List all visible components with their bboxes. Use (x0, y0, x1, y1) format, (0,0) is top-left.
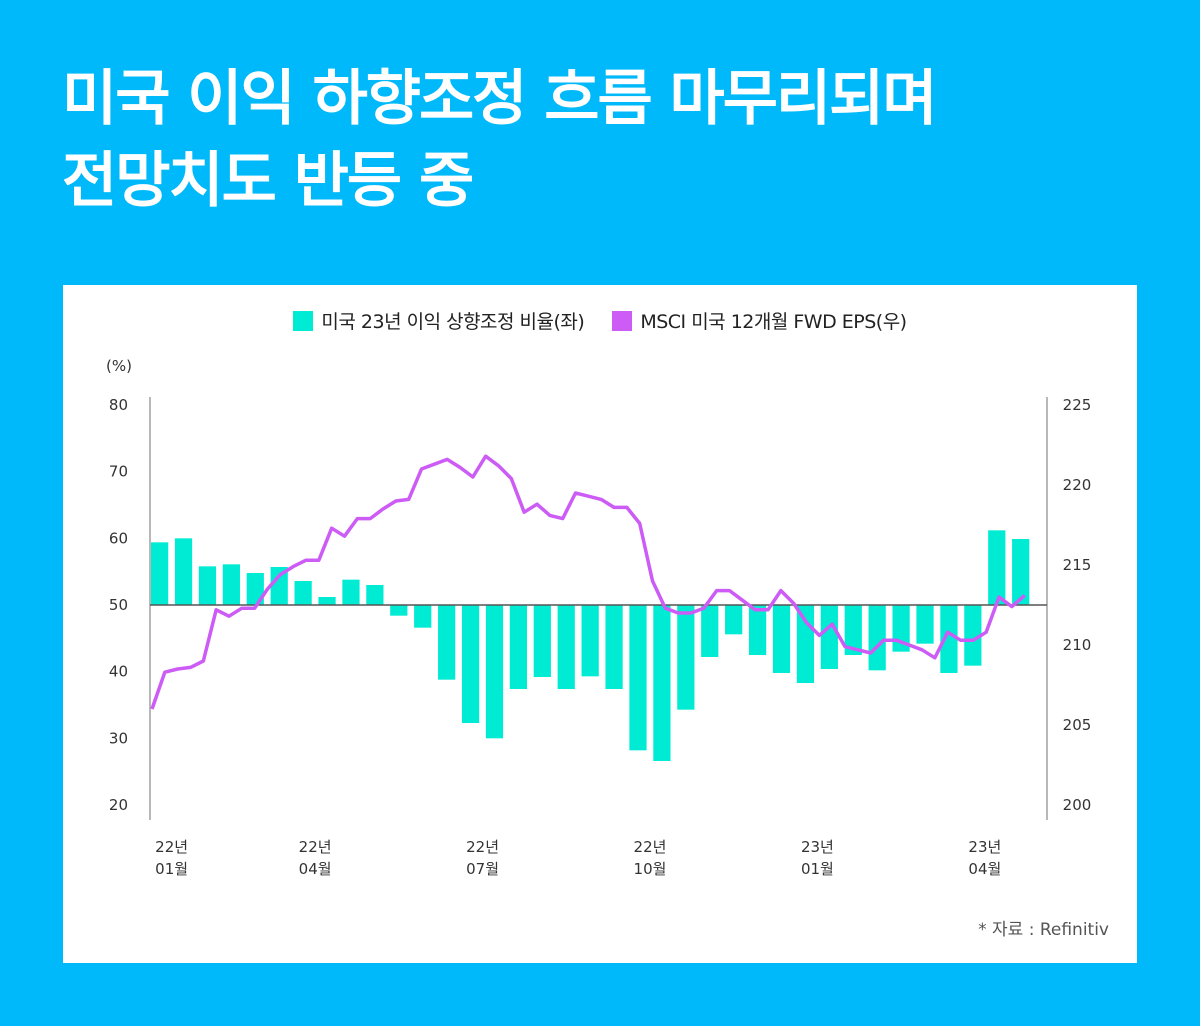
eps-line (150, 454, 1026, 710)
bar (677, 605, 695, 710)
right-axis-tick-label: 205 (1063, 716, 1092, 734)
bar (725, 605, 743, 635)
chart-card: 미국 23년 이익 상향조정 비율(좌) MSCI 미국 12개월 FWD EP… (63, 285, 1137, 963)
x-axis-tick-month: 01월 (801, 860, 834, 878)
x-axis-tick-month: 04월 (968, 860, 1001, 878)
bar (605, 605, 623, 689)
legend-item-line: MSCI 미국 12개월 FWD EPS(우) (612, 307, 907, 334)
legend-swatch-line (612, 310, 633, 331)
left-axis-tick-label: 60 (109, 529, 128, 547)
bar (222, 564, 240, 605)
bar (964, 605, 982, 666)
bar (414, 605, 432, 628)
bar (988, 530, 1006, 605)
x-axis-tick-month: 10월 (634, 860, 667, 878)
x-axis-tick-year: 22년 (299, 838, 332, 856)
bar (438, 605, 456, 680)
bar (796, 605, 815, 683)
x-axis-tick-month: 07월 (466, 860, 499, 878)
x-axis-tick-month: 01월 (155, 860, 188, 878)
bar (1012, 539, 1030, 605)
bar (940, 605, 958, 673)
bar (748, 605, 767, 655)
legend-label-line: MSCI 미국 12개월 FWD EPS(우) (640, 311, 907, 333)
x-axis-tick-year: 22년 (634, 838, 667, 856)
left-axis-tick-label: 50 (109, 596, 128, 614)
bar (318, 597, 336, 605)
chart-svg: 80 70 60 50 40 30 20 225 220 215 210 205 200 22년 01월 22… (109, 396, 1092, 878)
bar (461, 605, 480, 723)
bar (366, 585, 384, 605)
x-axis-tick-year: 22년 (155, 838, 188, 856)
bar (509, 605, 528, 689)
left-axis-tick-label: 40 (109, 663, 128, 681)
source-note: * 자료 : Refinitiv (978, 920, 1109, 940)
legend-label-bar: 미국 23년 이익 상향조정 비율(좌) (321, 311, 585, 333)
title-line-2: 전망치도 반등 중 (62, 146, 474, 216)
legend-item-bar: 미국 23년 이익 상향조정 비율(좌) (293, 307, 585, 334)
bar (557, 605, 575, 689)
bar (246, 573, 264, 605)
right-axis-tick-label: 220 (1063, 476, 1092, 494)
left-axis-tick-label: 70 (109, 463, 128, 481)
bar (844, 605, 862, 655)
bar (174, 538, 193, 605)
x-axis-tick-year: 23년 (968, 838, 1001, 856)
right-axis-tick-label: 225 (1063, 396, 1092, 414)
right-axis-tick-label: 210 (1063, 636, 1092, 654)
left-axis-tick-label: 80 (109, 396, 128, 414)
bar (820, 605, 838, 669)
x-axis-tick-year: 23년 (801, 838, 834, 856)
bar (868, 605, 886, 671)
bar (198, 566, 217, 605)
left-axis-unit: (%) (106, 357, 132, 375)
chart-legend: 미국 23년 이익 상향조정 비율(좌) MSCI 미국 12개월 FWD EP… (63, 307, 1137, 334)
bar (485, 605, 504, 739)
bar (629, 605, 647, 751)
bar (772, 605, 791, 673)
bar (270, 567, 288, 605)
bar (151, 542, 169, 605)
left-axis-tick-label: 30 (109, 729, 128, 747)
legend-swatch-bar (293, 310, 314, 331)
bar (581, 605, 599, 677)
title-line-1: 미국 이익 하향조정 흐름 마무리되며 (62, 64, 938, 134)
bar (342, 579, 360, 605)
bar (390, 605, 408, 616)
page-title: 미국 이익 하향조정 흐름 마무리되며 전망치도 반등 중 (62, 58, 938, 222)
bar (294, 581, 312, 605)
bar (916, 605, 934, 644)
x-axis-tick-year: 22년 (466, 838, 499, 856)
bar (701, 605, 719, 657)
bar (533, 605, 551, 677)
left-axis-tick-label: 20 (109, 796, 128, 814)
right-axis-tick-label: 200 (1063, 796, 1092, 814)
x-axis-tick-month: 04월 (299, 860, 332, 878)
bar (653, 605, 671, 761)
right-axis-tick-label: 215 (1063, 556, 1092, 574)
